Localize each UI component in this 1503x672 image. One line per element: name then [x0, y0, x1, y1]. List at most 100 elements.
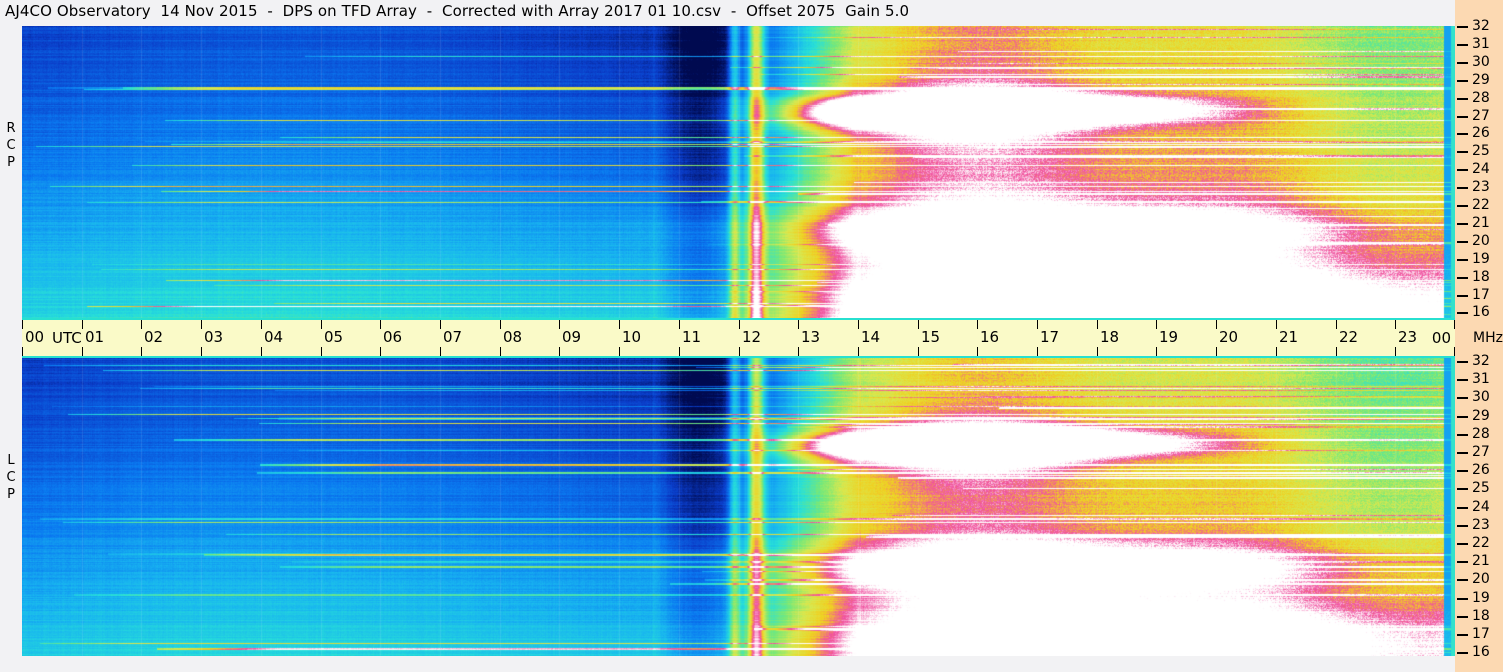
- time-tick-label: 11: [682, 328, 702, 346]
- frequency-tick-label: 17: [1472, 626, 1490, 642]
- time-tick: [500, 347, 501, 356]
- frequency-tick-mark: [1457, 26, 1468, 28]
- frequency-tick-mark: [1457, 169, 1468, 172]
- time-tick: [1454, 320, 1455, 329]
- frequency-tick-mark: [1457, 97, 1468, 100]
- frequency-tick-label: 22: [1472, 197, 1490, 213]
- time-tick: [201, 347, 202, 356]
- spectrogram-panel-lcp[interactable]: [22, 358, 1455, 656]
- pol-char-r: R: [6, 121, 16, 136]
- frequency-axis-unit-label: MHz: [1473, 330, 1503, 346]
- time-tick-label: 04: [264, 328, 284, 346]
- frequency-tick: 22: [1455, 197, 1503, 213]
- time-tick-label: 19: [1159, 328, 1179, 346]
- time-tick: [1336, 347, 1337, 356]
- frequency-tick-label: 31: [1472, 371, 1490, 388]
- frequency-tick-label: 26: [1472, 125, 1490, 142]
- time-tick: [201, 320, 202, 329]
- time-tick: [858, 347, 859, 356]
- time-tick-label: 00: [25, 328, 45, 346]
- frequency-tick-mark: [1457, 61, 1468, 64]
- time-tick: [977, 347, 978, 356]
- time-tick: [1097, 347, 1098, 356]
- frequency-tick-mark: [1457, 488, 1468, 491]
- time-tick: [1037, 320, 1038, 329]
- time-tick: [739, 347, 740, 356]
- frequency-tick: 16: [1455, 305, 1503, 319]
- frequency-axis-lcp: 32 31 30 29 28 27 26 25 24 23 22 21 20 19 18 17 16: [1455, 347, 1503, 672]
- frequency-tick-label: 19: [1472, 589, 1490, 606]
- frequency-tick-label: 20: [1472, 571, 1490, 588]
- frequency-tick: 27: [1455, 444, 1503, 460]
- time-tick-label: 10: [622, 328, 642, 346]
- time-tick-label: 17: [1040, 328, 1060, 346]
- frequency-tick-label: 19: [1472, 250, 1490, 267]
- time-tick: [1216, 320, 1217, 329]
- frequency-tick-label: 29: [1472, 71, 1490, 88]
- time-tick: [798, 320, 799, 329]
- time-tick-label: 15: [921, 328, 941, 346]
- time-tick: [559, 347, 560, 356]
- panel-label-lcp: L C P: [2, 452, 20, 503]
- time-tick-label: 07: [443, 328, 463, 346]
- time-tick: [141, 347, 142, 356]
- frequency-tick-label: 20: [1472, 232, 1490, 249]
- frequency-tick-mark: [1457, 579, 1468, 582]
- time-tick-label: 22: [1339, 328, 1359, 346]
- page-title: AJ4CO Observatory 14 Nov 2015 - DPS on T…: [5, 2, 910, 20]
- frequency-tick-mark: [1457, 652, 1468, 655]
- frequency-tick: 23: [1455, 180, 1503, 194]
- time-tick: [1276, 320, 1277, 329]
- frequency-tick: 27: [1455, 109, 1503, 123]
- time-tick: [977, 320, 978, 329]
- frequency-tick-mark: [1457, 470, 1468, 473]
- frequency-tick: 17: [1455, 286, 1503, 303]
- frequency-tick: 24: [1455, 162, 1503, 176]
- time-tick: [918, 347, 919, 356]
- time-tick-label: 14: [861, 328, 881, 346]
- frequency-tick: 19: [1455, 250, 1503, 267]
- frequency-tick-label: 21: [1472, 553, 1490, 570]
- frequency-tick-label: 29: [1472, 407, 1490, 424]
- frequency-tick-label: 27: [1472, 444, 1490, 460]
- frequency-tick: 29: [1455, 407, 1503, 424]
- time-tick-label: 23: [1398, 328, 1418, 346]
- frequency-tick-mark: [1457, 506, 1468, 509]
- title-bar: AJ4CO Observatory 14 Nov 2015 - DPS on T…: [0, 0, 1460, 22]
- time-tick-label: 02: [144, 328, 164, 346]
- time-tick: [619, 320, 620, 329]
- time-tick: [321, 320, 322, 329]
- frequency-tick-label: 26: [1472, 462, 1490, 479]
- frequency-tick-label: 25: [1472, 143, 1490, 160]
- frequency-tick-mark: [1457, 312, 1468, 315]
- frequency-tick: 25: [1455, 481, 1503, 495]
- time-tick-label: 08: [503, 328, 523, 346]
- frequency-tick: 29: [1455, 71, 1503, 88]
- frequency-tick-label: 32: [1472, 353, 1490, 369]
- frequency-tick-mark: [1457, 43, 1468, 46]
- frequency-tick-label: 18: [1472, 607, 1490, 624]
- frequency-tick-label: 17: [1472, 286, 1490, 303]
- frequency-tick: 18: [1455, 270, 1503, 284]
- time-tick: [380, 347, 381, 356]
- time-tick-label: 03: [204, 328, 224, 346]
- frequency-tick-label: 31: [1472, 35, 1490, 52]
- time-tick: [261, 320, 262, 329]
- frequency-tick: 32: [1455, 19, 1503, 33]
- time-tick-label: 21: [1279, 328, 1299, 346]
- time-axis: UTC 00 00 01 02 03 04 05 06 07 08 09 10 11 12 13 14 15 1…: [22, 318, 1455, 358]
- pol-char-p2: P: [7, 487, 15, 502]
- spectrogram-panel-rcp[interactable]: [22, 26, 1455, 318]
- frequency-tick-mark: [1457, 415, 1468, 418]
- panel-label-rcp: R C P: [2, 120, 20, 171]
- frequency-tick: 28: [1455, 427, 1503, 441]
- frequency-tick: 17: [1455, 626, 1503, 642]
- spectrogram-canvas-rcp: [22, 26, 1455, 318]
- spectrogram-canvas-lcp: [22, 358, 1455, 656]
- time-tick: [918, 320, 919, 329]
- frequency-tick: 19: [1455, 589, 1503, 606]
- frequency-tick-mark: [1457, 379, 1468, 382]
- time-tick: [1156, 320, 1157, 329]
- time-tick: [679, 347, 680, 356]
